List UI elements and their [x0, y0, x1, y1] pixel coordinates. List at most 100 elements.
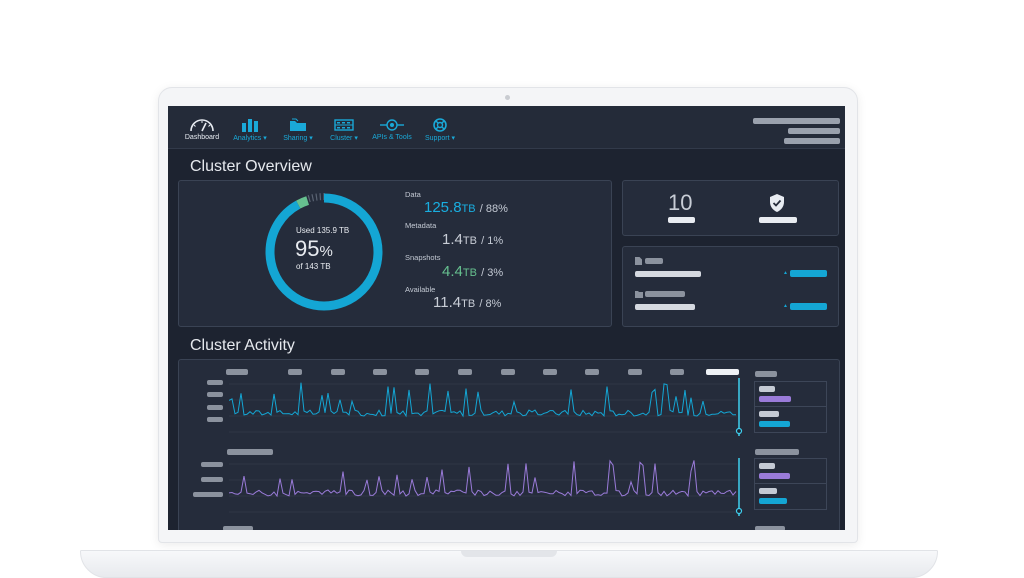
node-count-label-placeholder	[668, 217, 695, 223]
y-tick-placeholder	[207, 392, 223, 397]
stat-available-number: 11.4	[433, 294, 462, 311]
legend-title-placeholder	[755, 526, 785, 530]
time-range-tab[interactable]	[628, 369, 642, 375]
top-nav: Dashboard Analytics ▾ Sharing ▾	[168, 106, 845, 149]
node-count: 10	[668, 190, 693, 215]
stat-metadata-value: 1.4TB / 1%	[442, 231, 503, 248]
stat-data-pct: / 88%	[479, 203, 508, 215]
nav-cluster[interactable]: Cluster ▾	[320, 118, 368, 142]
donut-percent-sign: %	[319, 243, 333, 260]
stat-metadata-pct: / 1%	[481, 235, 504, 247]
header-info-placeholder	[784, 138, 840, 144]
legend-divider	[755, 483, 826, 484]
nav-support[interactable]: Support ▾	[416, 118, 464, 142]
throughput-sparkline[interactable]	[229, 378, 744, 436]
chart3-title-placeholder	[223, 526, 253, 530]
folders-value-placeholder	[635, 304, 695, 310]
time-range-tab[interactable]	[543, 369, 557, 375]
time-range-tab[interactable]	[331, 369, 345, 375]
time-range-tab[interactable]	[288, 369, 302, 375]
stat-metadata-number: 1.4	[442, 231, 463, 248]
folder-share-icon	[290, 118, 306, 131]
laptop-base	[80, 550, 938, 578]
header-user-placeholder[interactable]	[753, 118, 840, 124]
trend-up-icon: ▲	[783, 303, 788, 309]
header-info-placeholder	[788, 128, 840, 134]
server-rack-icon	[334, 119, 354, 131]
files-value-placeholder	[635, 271, 701, 277]
chevron-down-icon: ▾	[451, 135, 455, 142]
nav-sharing-label: Sharing	[283, 135, 308, 142]
donut-remaining-ticks	[307, 193, 325, 203]
y-tick-placeholder	[207, 380, 223, 385]
file-icon	[635, 257, 642, 265]
legend-read-bar	[759, 396, 791, 402]
api-plug-icon	[380, 119, 404, 131]
nav-dashboard[interactable]: Dashboard	[178, 118, 226, 141]
stat-data-label: Data	[405, 190, 421, 199]
overview-title: Cluster Overview	[190, 158, 312, 175]
donut-percent: 95%	[295, 236, 333, 262]
folder-icon	[635, 291, 643, 298]
stat-data-value: 125.8TB / 88%	[424, 199, 508, 216]
legend-label-placeholder	[759, 463, 775, 469]
time-range-tab[interactable]	[458, 369, 472, 375]
stat-available-label: Available	[405, 285, 436, 294]
health-label-placeholder	[759, 217, 797, 223]
chevron-down-icon: ▾	[263, 135, 267, 142]
capacity-donut	[265, 193, 383, 311]
legend-write-bar	[759, 421, 790, 427]
speedometer-icon	[190, 119, 214, 132]
cursor-handle[interactable]	[735, 427, 743, 435]
stat-data-number: 125.8	[424, 199, 462, 216]
time-range-tab[interactable]	[501, 369, 515, 375]
y-tick-placeholder	[207, 417, 223, 422]
donut-percent-value: 95	[295, 236, 320, 261]
stat-snapshots-pct: / 3%	[481, 267, 504, 279]
nav-apis-tools[interactable]: APIs & Tools	[368, 118, 416, 141]
nav-support-label: Support	[425, 135, 450, 142]
time-range-tab[interactable]	[415, 369, 429, 375]
activity-title: Cluster Activity	[190, 337, 295, 354]
iops-sparkline[interactable]	[229, 458, 744, 516]
stat-metadata-label: Metadata	[405, 221, 437, 230]
bar-chart-icon	[242, 119, 258, 132]
nav-cluster-label: Cluster	[330, 135, 353, 142]
time-range-tab-active[interactable]	[706, 369, 739, 375]
legend-box	[754, 381, 827, 433]
cursor-handle[interactable]	[735, 507, 743, 515]
activity-line	[229, 459, 737, 498]
nav-dashboard-label: Dashboard	[184, 134, 220, 141]
stat-data-unit: TB	[461, 203, 476, 215]
time-range-tab[interactable]	[670, 369, 684, 375]
legend-label-placeholder	[759, 411, 779, 417]
trend-up-icon: ▲	[783, 270, 788, 276]
nav-apis-tools-label: APIs & Tools	[372, 134, 412, 141]
chart2-title-placeholder	[227, 449, 273, 455]
time-range-tab[interactable]	[226, 369, 248, 375]
legend-read-bar	[759, 473, 790, 479]
files-trend-bar	[790, 270, 827, 277]
nav-analytics[interactable]: Analytics ▾	[226, 118, 274, 142]
legend-box	[754, 458, 827, 510]
laptop-notch	[461, 551, 557, 557]
files-label-placeholder	[645, 258, 663, 264]
y-tick-placeholder	[207, 405, 223, 410]
legend-divider	[755, 406, 826, 407]
y-tick-placeholder	[193, 492, 223, 497]
nav-sharing[interactable]: Sharing ▾	[274, 118, 322, 142]
chevron-down-icon: ▾	[309, 135, 313, 142]
stat-available-unit: TB	[461, 298, 476, 310]
legend-title-placeholder	[755, 449, 799, 455]
legend-label-placeholder	[759, 488, 777, 494]
stat-snapshots-unit: TB	[462, 267, 477, 279]
time-range-tab[interactable]	[585, 369, 599, 375]
y-tick-placeholder	[201, 477, 223, 482]
stat-snapshots-value: 4.4TB / 3%	[442, 263, 503, 280]
folders-trend-bar	[790, 303, 827, 310]
folders-label-placeholder	[645, 291, 685, 297]
chevron-down-icon: ▾	[354, 135, 358, 142]
capacity-panel: Used 135.9 TB 95% of 143 TB Data 125.8TB…	[178, 180, 612, 327]
legend-title-placeholder	[755, 371, 777, 377]
time-range-tab[interactable]	[373, 369, 387, 375]
